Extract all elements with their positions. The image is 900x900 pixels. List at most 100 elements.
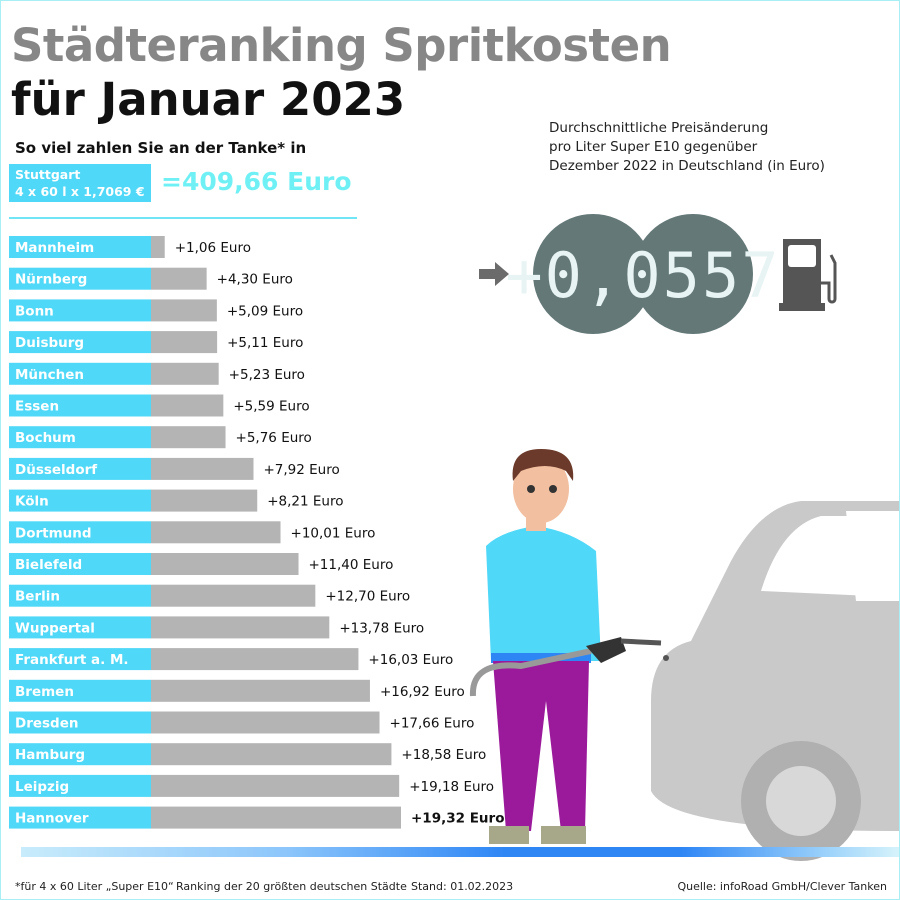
divider	[9, 217, 357, 219]
data-label: +1,06 Euro	[175, 240, 251, 256]
category-label-box	[9, 457, 151, 480]
bar	[151, 299, 217, 322]
category-label: Dortmund	[15, 525, 92, 541]
bar	[151, 331, 218, 354]
title-line-1: Städteranking Spritkosten	[11, 19, 672, 72]
title-line-2: für Januar 2023	[11, 73, 406, 126]
bar	[151, 711, 380, 734]
car-illustration	[651, 501, 899, 861]
display-circle-right	[633, 214, 753, 334]
category-label-box	[9, 648, 151, 671]
arrow-icon	[479, 262, 509, 286]
bar	[151, 457, 254, 480]
bar	[151, 553, 299, 575]
data-label: +8,21 Euro	[267, 494, 343, 510]
bar-chart: Mannheim +1,06 Euro Nürnberg +4,30 Euro Bonn…	[9, 236, 504, 829]
date-note: Stand: 01.02.2023	[411, 880, 514, 893]
category-label-box	[9, 521, 151, 544]
note-line: pro Liter Super E10 gegenüber	[549, 139, 758, 155]
bar	[151, 426, 226, 449]
reference-formula: 4 x 60 l x 1,7069 €	[15, 184, 145, 199]
category-label: Leipzig	[15, 779, 69, 795]
data-label: +19,18 Euro	[409, 779, 494, 795]
note-line: Dezember 2022 in Deutschland (in Euro)	[549, 158, 825, 174]
category-label-box	[9, 743, 151, 766]
category-label: Düsseldorf	[15, 462, 97, 478]
category-label: Berlin	[15, 589, 60, 605]
data-label: +17,66 Euro	[390, 716, 475, 732]
data-label: +5,59 Euro	[233, 399, 309, 415]
data-label: +11,40 Euro	[309, 557, 394, 573]
data-label: +5,11 Euro	[227, 335, 303, 351]
data-label: +19,32 Euro	[411, 811, 504, 827]
category-label: Köln	[15, 494, 49, 510]
note-line: Durchschnittliche Preisänderung	[549, 120, 769, 136]
category-label-box	[9, 774, 151, 797]
bar	[151, 679, 370, 702]
bar	[151, 584, 316, 607]
data-label: +7,92 Euro	[263, 462, 339, 478]
category-label-box	[9, 806, 151, 829]
fuel-pump-icon	[779, 239, 837, 311]
reference-city: Stuttgart	[15, 167, 81, 182]
bar	[151, 648, 359, 671]
category-label-box	[9, 679, 151, 702]
ranking-note: Ranking der 20 größten deutschen Städte	[176, 880, 407, 893]
data-label: +5,09 Euro	[227, 303, 303, 319]
bar	[151, 806, 401, 829]
category-label: Dresden	[15, 716, 79, 732]
category-label-box	[9, 362, 151, 385]
category-label: Bonn	[15, 303, 54, 319]
category-label: Mannheim	[15, 240, 94, 256]
bar	[151, 521, 281, 544]
data-label: +5,76 Euro	[236, 430, 312, 446]
price-change-note: Durchschnittliche Preisänderung pro Lite…	[549, 119, 825, 176]
data-label: +4,30 Euro	[217, 272, 293, 288]
category-label: Hamburg	[15, 747, 85, 763]
data-label: +13,78 Euro	[339, 620, 424, 636]
category-label: Wuppertal	[15, 620, 95, 636]
category-label-box	[9, 299, 151, 322]
category-label-box	[9, 489, 151, 512]
footnote: *für 4 x 60 Liter „Super E10“	[15, 880, 174, 893]
category-label: München	[15, 367, 84, 383]
bar	[151, 394, 224, 417]
source-note: Quelle: infoRoad GmbH/Clever Tanken	[677, 880, 887, 893]
category-label-box	[9, 553, 151, 575]
category-label: Bielefeld	[15, 557, 82, 573]
category-label: Bochum	[15, 430, 76, 446]
bar	[151, 743, 392, 766]
category-label-box	[9, 331, 151, 354]
subtitle: So viel zahlen Sie an der Tanke* in	[15, 139, 307, 157]
bar	[151, 267, 207, 290]
bar	[151, 489, 258, 512]
category-label-box	[9, 236, 151, 258]
category-label: Essen	[15, 399, 59, 415]
category-label-box	[9, 394, 151, 417]
data-label: +16,92 Euro	[380, 684, 465, 700]
display-value: +0,0557	[505, 239, 780, 312]
data-label: +12,70 Euro	[325, 589, 410, 605]
bar	[151, 236, 165, 258]
category-label-box	[9, 711, 151, 734]
person-illustration	[469, 449, 669, 844]
category-label: Hannover	[15, 811, 89, 827]
reference-city-box: Stuttgart 4 x 60 l x 1,7069 €	[9, 164, 151, 202]
category-label: Nürnberg	[15, 272, 87, 288]
data-label: +10,01 Euro	[291, 525, 376, 541]
data-label: +16,03 Euro	[368, 652, 453, 668]
bar	[151, 616, 330, 639]
category-label-box	[9, 584, 151, 607]
bar	[151, 362, 219, 385]
category-label: Duisburg	[15, 335, 84, 351]
bar	[151, 774, 400, 797]
category-label-box	[9, 616, 151, 639]
data-label: +18,58 Euro	[401, 747, 486, 763]
category-label: Bremen	[15, 684, 74, 700]
category-label-box	[9, 426, 151, 449]
display-circle-left	[533, 214, 653, 334]
color-strip	[21, 847, 899, 857]
category-label-box	[9, 267, 151, 290]
